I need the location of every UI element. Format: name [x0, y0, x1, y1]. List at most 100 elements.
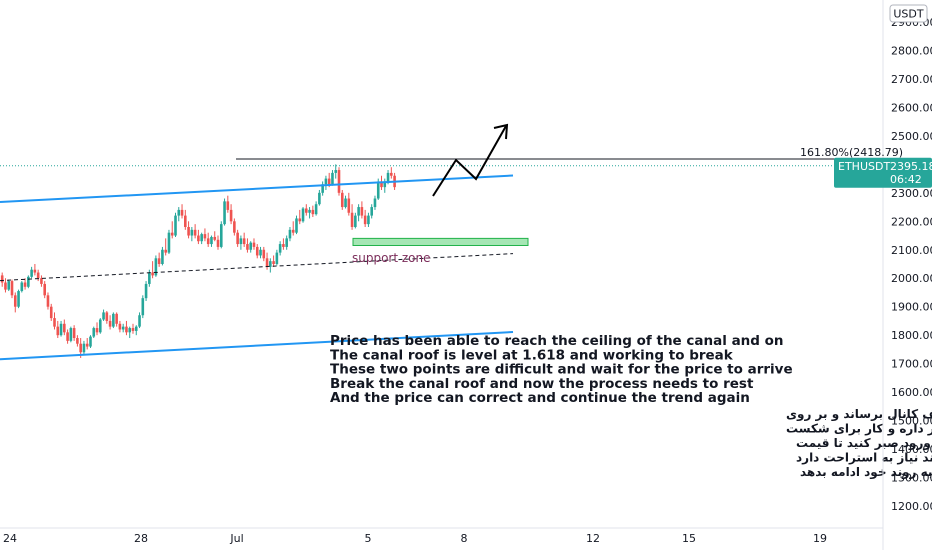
y-tick-label: 2700.00 — [891, 73, 932, 86]
candle-body — [144, 283, 148, 299]
candle-body — [376, 181, 380, 199]
candle-body — [203, 234, 207, 239]
candle-body — [43, 283, 46, 296]
candle-body — [367, 215, 370, 225]
candle-body — [219, 224, 223, 247]
candle-body — [4, 282, 7, 290]
candle-body — [40, 278, 43, 284]
projection-path — [432, 125, 507, 197]
candle-body — [291, 229, 295, 233]
candle-body — [148, 272, 151, 284]
candle-body — [242, 238, 246, 245]
y-tick-label: 1600.00 — [891, 386, 932, 399]
candle-body — [324, 178, 328, 185]
candle-body — [151, 272, 154, 276]
annotation-persian-line: این دو نقطه مشکل است و برای ورود صبر کنی… — [796, 436, 932, 451]
candle-body — [373, 198, 377, 208]
candle-body — [288, 229, 292, 239]
channel-middle-line — [0, 253, 514, 282]
candle-body — [134, 326, 138, 331]
candle-body — [252, 242, 256, 247]
candle-body — [164, 249, 167, 253]
candle-body — [318, 192, 321, 205]
candle-body — [380, 181, 383, 188]
annotation-persian-line: سقف کانال را بشکند و الان روند نیاز به ا… — [796, 451, 932, 466]
candle-body — [305, 208, 308, 213]
candle-body — [82, 343, 86, 353]
annotation-persian-line: و قیمت میتواند اصلاح بکند و دوباره به رو… — [800, 465, 932, 480]
candle-body — [23, 282, 27, 287]
candle-body — [354, 215, 357, 227]
candle-body — [285, 238, 288, 247]
candle-body — [249, 242, 253, 250]
annotations: Price has been able to reach the ceiling… — [330, 333, 932, 480]
candle-body — [187, 226, 190, 236]
candle-body — [331, 172, 334, 185]
candle-body — [63, 323, 66, 333]
currency-badge[interactable]: USDT — [889, 4, 928, 23]
candle-body — [190, 229, 194, 236]
candle-body — [108, 320, 112, 327]
candle-body — [360, 207, 364, 216]
drawings — [0, 123, 883, 361]
candle-body — [193, 229, 197, 236]
candle-body — [239, 238, 243, 245]
candle-body — [112, 313, 115, 327]
candle-body — [131, 328, 135, 331]
candle-body — [36, 272, 40, 279]
candle-body — [255, 246, 259, 256]
x-tick-label: 5 — [365, 532, 372, 545]
price-tag-value: 2395.18 — [890, 160, 932, 173]
candle-body — [17, 291, 20, 307]
y-tick-label: 2500.00 — [891, 130, 932, 143]
candle-body — [46, 295, 50, 307]
candle-body — [226, 201, 230, 210]
annotation-english: Price has been able to reach the ceiling… — [330, 333, 793, 406]
candle-body — [308, 209, 311, 213]
candle-body — [138, 315, 141, 327]
annotation-english-line: Break the canal roof and now the process… — [330, 376, 754, 392]
x-tick-label: 24 — [3, 532, 17, 545]
x-tick-label: 8 — [461, 532, 468, 545]
candle-body — [157, 258, 161, 264]
candle-body — [210, 236, 213, 245]
candle-body — [269, 261, 272, 267]
y-tick-label: 1900.00 — [891, 301, 932, 314]
candle-body — [30, 269, 33, 277]
annotation-english-line: These two points are difficult and wait … — [330, 362, 793, 378]
candle-body — [125, 326, 128, 333]
x-tick-label: 15 — [682, 532, 696, 545]
candle-body — [213, 236, 217, 240]
y-tick-label: 2100.00 — [891, 244, 932, 257]
y-tick-label: 2800.00 — [891, 44, 932, 57]
candle-body — [223, 201, 226, 225]
candle-body — [197, 235, 200, 242]
candle-body — [89, 336, 92, 347]
price-tag-countdown: 06:42 — [890, 173, 922, 186]
candle-body — [311, 209, 315, 215]
x-tick-label: Jul — [229, 532, 243, 545]
price-tag-symbol: ETHUSDT — [838, 160, 890, 173]
fib-level-label: 161.80%(2418.79) — [800, 146, 903, 159]
candle-body — [72, 328, 76, 339]
last-price-tag: ETHUSDT 2395.18 06:42 — [834, 157, 932, 188]
candle-body — [128, 328, 132, 333]
candle-body — [321, 184, 324, 193]
candle-body — [337, 170, 341, 193]
annotation-english-line: And the price can correct and continue t… — [330, 390, 750, 406]
candle-body — [102, 312, 105, 320]
candle-body — [0, 275, 4, 283]
candle-body — [236, 232, 239, 245]
candle-body — [216, 239, 220, 247]
y-tick-label: 1200.00 — [891, 500, 932, 513]
candle-body — [233, 221, 236, 233]
candle-body — [386, 172, 390, 182]
candle-body — [85, 343, 89, 347]
candle-body — [350, 212, 354, 227]
candle-body — [390, 172, 393, 176]
candle-body — [79, 343, 82, 353]
candle-body — [10, 281, 14, 296]
y-tick-label: 2200.00 — [891, 215, 932, 228]
candle-body — [272, 261, 275, 264]
